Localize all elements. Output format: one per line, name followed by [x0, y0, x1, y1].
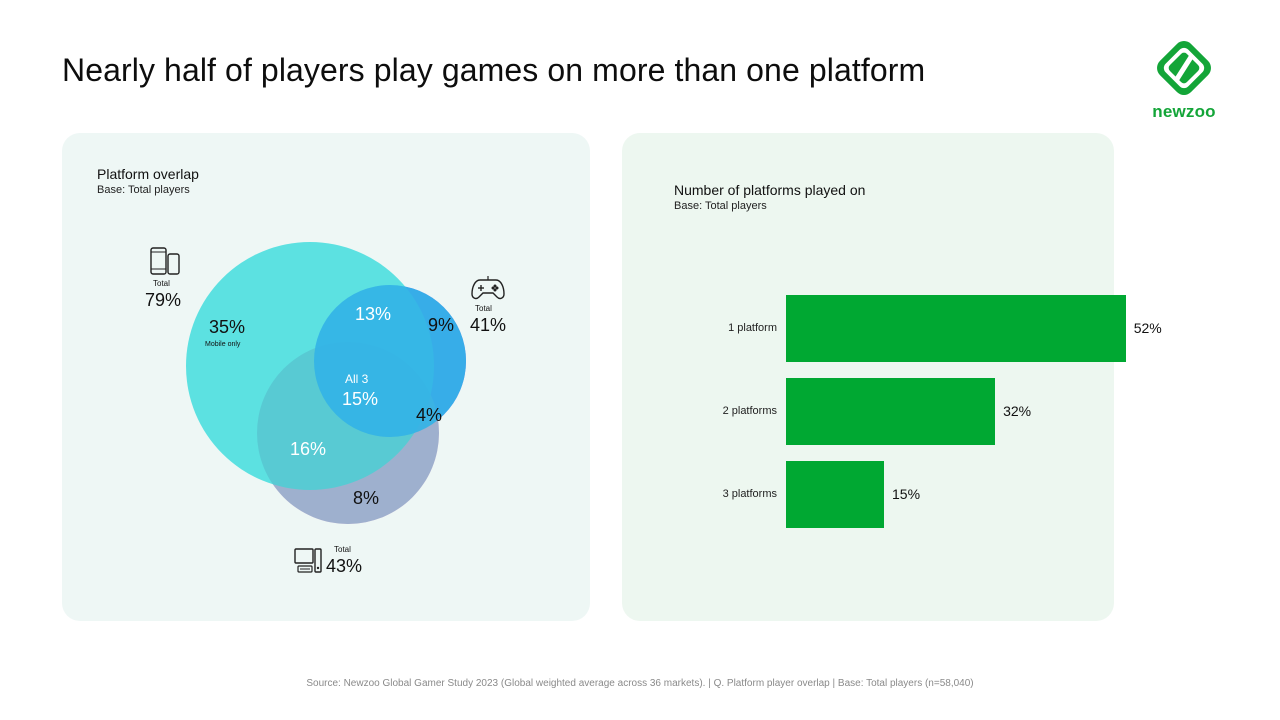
console-total-value: 41%: [470, 315, 507, 335]
console-pc-value: 4%: [416, 405, 443, 425]
bar-value-label: 15%: [892, 485, 921, 502]
mobile-phone-tablet-icon: [150, 247, 180, 280]
mobile-only-value: 35%: [209, 317, 246, 337]
bar-chart-title: Number of platforms played on: [674, 182, 866, 198]
venn-base: Base: Total players: [97, 184, 190, 196]
bar-1: [786, 295, 1126, 362]
bar-category-label: 3 platforms: [722, 487, 777, 500]
bar-category-label: 1 platform: [728, 321, 777, 334]
pc-total-value: 43%: [326, 556, 363, 576]
console-only-value: 9%: [428, 315, 455, 335]
venn-diagram: [186, 242, 466, 524]
bar-3: [786, 461, 884, 528]
venn-panel: Platform overlap Base: Total players Tot…: [62, 133, 590, 621]
mobile-total-value: 79%: [145, 290, 182, 310]
bar-chart-subtitle: Base: Total players: [674, 200, 767, 212]
logo-wordmark: newzoo: [1152, 102, 1216, 121]
mobile-console-value: 13%: [355, 304, 392, 324]
bar-value-label: 52%: [1133, 319, 1162, 336]
page-title: Nearly half of players play games on mor…: [62, 52, 926, 88]
pc-only-value: 8%: [353, 488, 380, 508]
pc-total-label: Total: [334, 545, 351, 554]
all3-value: 15%: [342, 389, 379, 409]
bar-2: [786, 378, 996, 445]
mobile-total-label: Total: [153, 279, 170, 288]
mobile-only-label: Mobile only: [205, 341, 241, 348]
bar-chart-panel: Number of platforms played on Base: Tota…: [622, 133, 1162, 621]
venn-title: Platform overlap: [97, 166, 199, 182]
bar-value-label: 32%: [1003, 402, 1032, 419]
source-footnote: Source: Newzoo Global Gamer Study 2023 (…: [306, 678, 974, 689]
newzoo-logo: newzoo: [1142, 34, 1226, 124]
gamepad-icon: [471, 275, 505, 306]
all3-label: All 3: [345, 372, 369, 386]
console-total-label: Total: [475, 304, 492, 313]
bar-category-label: 2 platforms: [722, 404, 777, 417]
mobile-pc-value: 16%: [290, 439, 327, 459]
desktop-pc-icon: [294, 547, 322, 580]
mobile-console-overlap: [314, 285, 466, 437]
newzoo-logo-icon: [1157, 41, 1211, 95]
